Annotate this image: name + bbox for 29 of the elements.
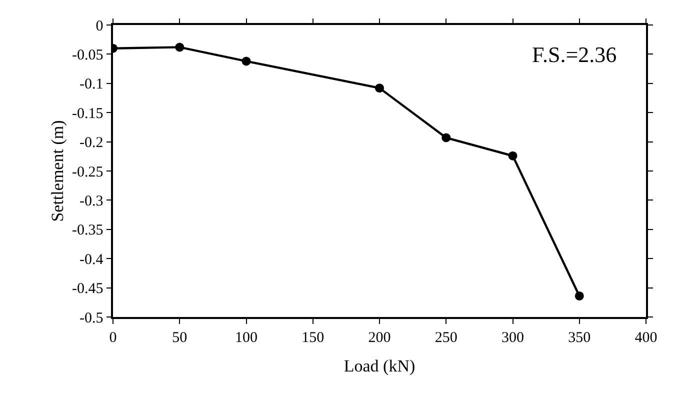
point — [242, 56, 251, 66]
y-tick-label: -0.4 — [80, 252, 104, 268]
y-tick-label: -0.3 — [80, 193, 104, 210]
y-tick-label: -0.45 — [72, 281, 104, 298]
y-tick-label: -0.2 — [80, 135, 104, 152]
x-tick-label: 50 — [172, 330, 188, 346]
x-axis-title: Load (kN) — [344, 356, 416, 376]
y-axis-title: Settlement (m) — [48, 120, 68, 222]
y-tick-label: 0 — [96, 18, 104, 34]
y-tick-label: -0.15 — [72, 106, 104, 122]
x-tick-label: 150 — [302, 330, 324, 346]
point — [508, 151, 518, 160]
point — [375, 84, 384, 93]
point — [574, 291, 584, 300]
annotation: F.S.=2.36 — [532, 42, 617, 67]
x-tick-label: 300 — [502, 330, 524, 346]
y-tick-label: -0.5 — [80, 310, 104, 326]
point — [175, 42, 184, 52]
x-tick-label: 400 — [634, 330, 658, 346]
y-tick-label: -0.05 — [72, 47, 104, 64]
x-tick-label: 200 — [368, 330, 391, 346]
x-tick-label: 250 — [434, 330, 458, 346]
x-tick-label: 100 — [235, 330, 258, 346]
y-tick-label: -0.1 — [80, 76, 104, 93]
y-tick-label: -0.35 — [72, 222, 104, 239]
y-tick-label: -0.25 — [72, 164, 104, 180]
x-tick-label: 350 — [568, 330, 591, 346]
point — [442, 133, 451, 142]
x-tick-label: 0 — [109, 330, 117, 346]
